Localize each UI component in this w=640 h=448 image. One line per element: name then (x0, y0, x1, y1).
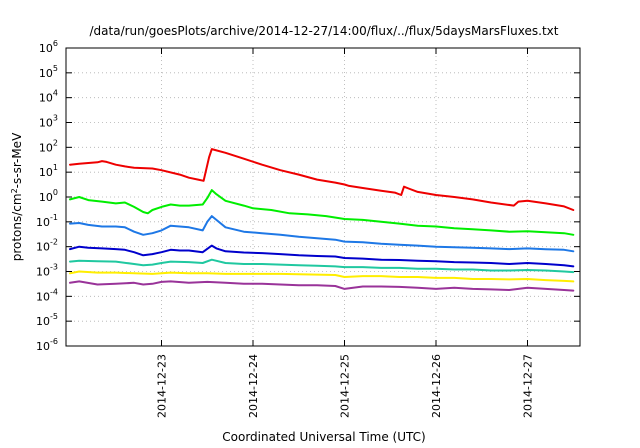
y-tick-label-exponent: -2 (50, 238, 58, 247)
series-line-5 (69, 258, 575, 274)
y-tick-label: 106 (39, 39, 58, 55)
y-tick-label-exponent: -6 (50, 337, 58, 346)
series-line-3 (69, 215, 575, 253)
y-tick-label: 102 (39, 138, 58, 154)
y-tick-label-base: 10 (39, 117, 53, 130)
series-group (69, 148, 575, 292)
y-tick-label-base: 10 (39, 92, 53, 105)
y-tick-label: 103 (39, 114, 58, 130)
y-axis-label-main: protons/cm (10, 193, 24, 261)
y-tick-label-exponent: -1 (50, 213, 58, 222)
chart-title: /data/run/goesPlots/archive/2014-12-27/1… (90, 24, 559, 38)
y-tick-label-base: 10 (39, 67, 53, 80)
y-tick-label: 10-5 (36, 312, 58, 328)
x-tick-label: 2014-12-24 (247, 354, 260, 418)
y-axis: 10-610-510-410-310-210-11001011021031041… (36, 39, 580, 353)
y-tick-label-exponent: -3 (50, 263, 58, 272)
y-tick-label-exponent: 0 (53, 188, 58, 197)
series-line-7 (69, 280, 575, 292)
series-line-4 (69, 244, 575, 268)
x-axis-label: Coordinated Universal Time (UTC) (222, 430, 425, 444)
y-tick-label-base: 10 (39, 166, 53, 179)
y-tick-label-base: 10 (39, 141, 53, 154)
y-tick-label-base: 10 (36, 241, 50, 254)
x-tick-label: 2014-12-27 (522, 354, 535, 418)
y-tick-label-exponent: 6 (53, 39, 58, 48)
y-tick-label-exponent: 1 (53, 163, 58, 172)
x-axis: 2014-12-23 2014-12-24 2014-12-25 2014-12-26… (156, 48, 535, 418)
y-tick-label-exponent: 3 (53, 114, 58, 123)
y-tick-label: 10-2 (36, 238, 58, 254)
y-axis-label-sup: 2 (10, 188, 19, 193)
series-line-6 (69, 270, 575, 283)
y-tick-label-base: 10 (36, 216, 50, 229)
y-tick-label-base: 10 (36, 340, 50, 353)
x-tick-label: 2014-12-26 (430, 354, 443, 418)
y-axis-label-rest: -s-sr-MeV (10, 132, 24, 188)
y-tick-label-base: 10 (36, 266, 50, 279)
y-tick-label: 10-4 (36, 287, 58, 303)
y-tick-label: 101 (39, 163, 58, 179)
y-tick-label-base: 10 (36, 290, 50, 303)
y-tick-label-exponent: -5 (50, 312, 58, 321)
y-axis-label: protons/cm2-s-sr-MeV (10, 132, 25, 261)
y-tick-label: 100 (39, 188, 58, 204)
y-tick-label: 104 (39, 89, 58, 105)
y-tick-label-base: 10 (36, 315, 50, 328)
y-tick-label: 10-1 (36, 213, 58, 229)
y-tick-label: 10-3 (36, 263, 58, 279)
y-tick-label: 10-6 (36, 337, 58, 353)
y-tick-label-exponent: 4 (53, 89, 58, 98)
y-tick-label-base: 10 (39, 191, 53, 204)
y-tick-label-exponent: 5 (53, 64, 58, 73)
x-tick-label: 2014-12-25 (339, 354, 352, 418)
grid-lines (66, 48, 580, 346)
y-tick-label-exponent: -4 (50, 287, 58, 296)
y-tick-label-exponent: 2 (53, 138, 58, 147)
series-line-1 (69, 148, 575, 211)
y-tick-label-base: 10 (39, 42, 53, 55)
x-tick-label: 2014-12-23 (156, 354, 169, 418)
series-line-2 (69, 189, 575, 236)
y-tick-label: 105 (39, 64, 58, 80)
